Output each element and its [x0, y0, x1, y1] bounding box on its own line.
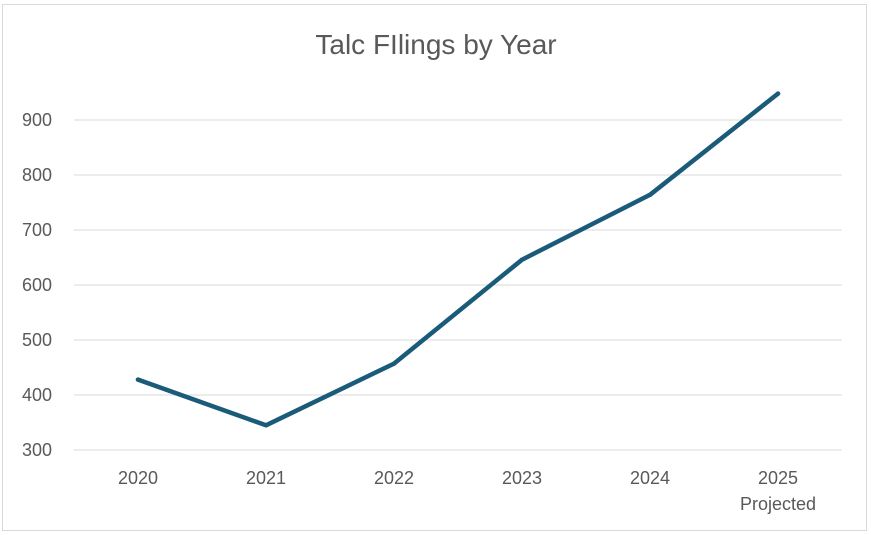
- x-tick-label: 2023: [502, 468, 542, 488]
- y-axis-ticks: 300 400 500 600 700 800 900: [22, 110, 52, 460]
- x-tick-label: 2024: [630, 468, 670, 488]
- x-tick-label: 2022: [374, 468, 414, 488]
- chart-frame: [2, 4, 867, 531]
- gridlines: [74, 119, 842, 451]
- data-point-2024: [647, 192, 653, 197]
- data-point-2021: [263, 423, 269, 428]
- y-tick-label: 600: [22, 275, 52, 295]
- series-group: [135, 91, 781, 428]
- x-tick-sublabel: Projected: [740, 494, 816, 514]
- data-point-2023: [519, 257, 525, 262]
- y-tick-label: 900: [22, 110, 52, 130]
- data-point-2022: [391, 361, 397, 366]
- x-tick-label: 2021: [246, 468, 286, 488]
- y-tick-label: 500: [22, 330, 52, 350]
- y-tick-label: 700: [22, 220, 52, 240]
- x-tick-label: 2025: [758, 468, 798, 488]
- series-line: [135, 91, 781, 428]
- y-tick-label: 300: [22, 440, 52, 460]
- y-tick-label: 400: [22, 385, 52, 405]
- x-axis-ticks: 2020 2021 2022 2023 2024 2025 Projected: [118, 468, 816, 514]
- data-point-2025: [775, 91, 781, 96]
- x-tick-label: 2020: [118, 468, 158, 488]
- data-point-2020: [135, 377, 141, 382]
- y-tick-label: 800: [22, 165, 52, 185]
- chart-title: Talc FIlings by Year: [315, 29, 556, 60]
